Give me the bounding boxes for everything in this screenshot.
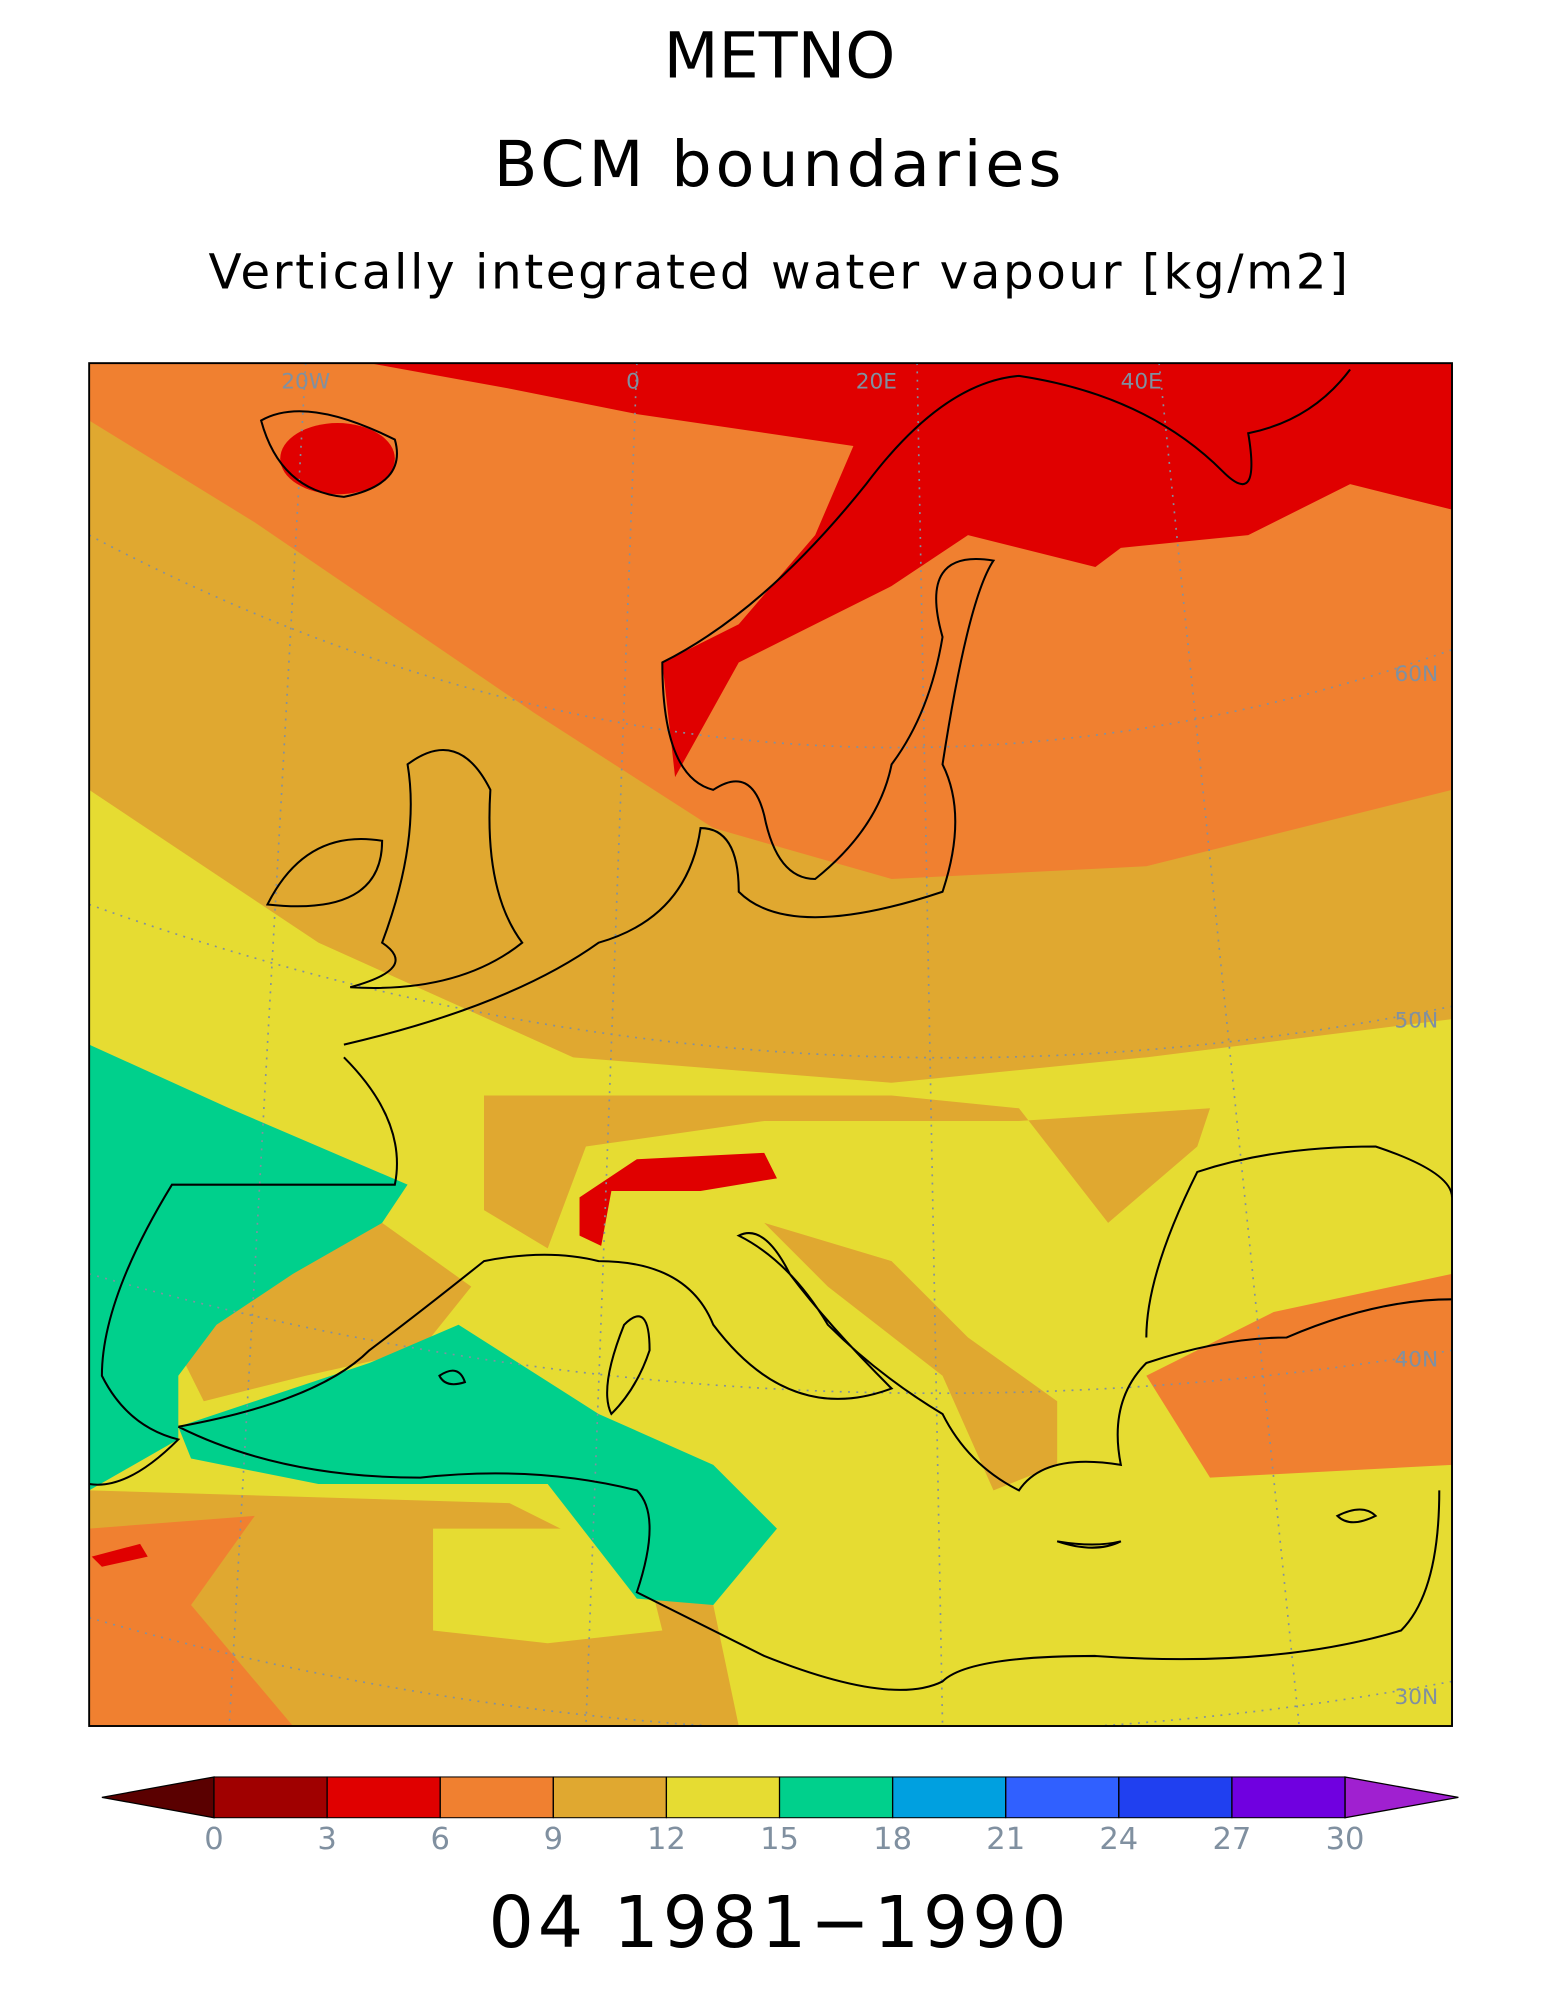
- graticule-label: 60N: [1394, 662, 1438, 687]
- field-3-6: [91, 1543, 148, 1567]
- field-15-18: [178, 1324, 777, 1606]
- field-6-9: [1146, 1273, 1453, 1478]
- graticule-label: 0: [626, 369, 640, 394]
- variable-title: Vertically integrated water vapour [kg/m…: [208, 244, 1350, 300]
- colorbar-segment: [665, 1776, 781, 1819]
- field-3-6: [280, 423, 395, 495]
- coastline: [89, 368, 1453, 1691]
- colorbar-tick-label: 27: [1212, 1822, 1251, 1857]
- field-15-18: [89, 1044, 408, 1491]
- field-3-6: [369, 363, 1453, 778]
- colorbar-tick-label: 0: [204, 1822, 223, 1857]
- colorbar-tick-label: 15: [760, 1822, 799, 1857]
- graticule-label: 40E: [1121, 369, 1162, 394]
- colorbar-tick-label: 9: [544, 1822, 563, 1857]
- colorbar-tick-label: 3: [317, 1822, 336, 1857]
- colorbar-tick-label: 24: [1099, 1822, 1138, 1857]
- colorbar-segment: [892, 1776, 1007, 1819]
- graticule-label: 40N: [1394, 1347, 1438, 1372]
- field-6-9: [89, 1515, 293, 1727]
- graticule-labels: 20W 0 20E 40E 60N 50N 40N 30N: [281, 369, 1438, 1710]
- colorbar-segment: [552, 1776, 667, 1819]
- graticule-label: 30N: [1394, 1685, 1438, 1710]
- map: [89, 363, 1453, 1727]
- graticule-label: 20E: [856, 369, 897, 394]
- colorbar-tick-label: 30: [1326, 1822, 1365, 1857]
- graticule-label: 50N: [1394, 1009, 1438, 1034]
- colorbar-segment: [439, 1776, 554, 1819]
- colorbar-segment: [213, 1776, 328, 1819]
- colorbar-segment: [1118, 1776, 1233, 1819]
- field-9-12: [764, 1222, 1058, 1491]
- colorbar-tick-label: 18: [873, 1822, 912, 1857]
- colorbar-segment: [1005, 1776, 1120, 1819]
- colorbar-segment: [1231, 1776, 1346, 1819]
- period: 04 1981−1990: [489, 1881, 1071, 1964]
- field-12-15: [89, 789, 1453, 1727]
- colorbar-segment: [326, 1776, 441, 1819]
- colorbar-segment: [778, 1776, 894, 1819]
- field-9-12: [484, 1095, 1211, 1249]
- field-3-6: [579, 1152, 777, 1246]
- colorbar: 0 3 6 9 12 15 18 21 24 27 30: [101, 1776, 1459, 1857]
- subtitle: BCM boundaries: [494, 128, 1065, 202]
- map-frame: [88, 362, 1453, 1727]
- colorbar-tick-label: 12: [647, 1822, 686, 1857]
- colorbar-tick-label: 6: [430, 1822, 449, 1857]
- graticule: [89, 363, 1453, 1727]
- graticule-label: 20W: [281, 369, 330, 394]
- title: METNO: [664, 20, 896, 94]
- colorbar-tick-label: 21: [986, 1822, 1025, 1857]
